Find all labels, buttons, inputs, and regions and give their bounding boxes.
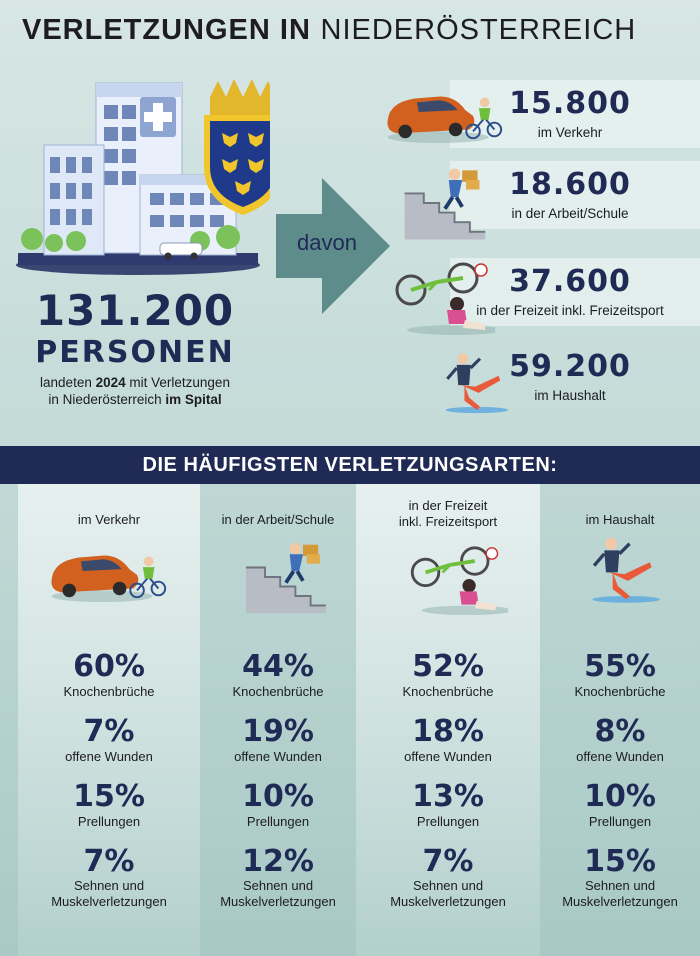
injury-percentage: 12% xyxy=(242,844,314,879)
injury-type-line: Muskelverletzungen xyxy=(390,894,506,909)
bicycle-fall-icon xyxy=(395,262,495,335)
injury-type-line: Prellungen xyxy=(588,814,652,829)
category-value: 18.600 xyxy=(509,167,631,202)
injury-type-line: Muskelverletzungen xyxy=(51,894,167,909)
title-bold: VERLETZUNGEN IN xyxy=(22,14,311,46)
injury-type-line: Prellungen xyxy=(246,814,310,829)
injury-type-label: Knochenbrüche xyxy=(18,684,200,700)
slip-fall-icon xyxy=(445,353,508,414)
injury-type-label: Sehnen und Muskelverletzungen xyxy=(356,878,540,910)
injury-type-label: Sehnen und Muskelverletzungen xyxy=(200,878,356,910)
car-cyclist-icon xyxy=(387,96,503,144)
column-heading-line: im Haushalt xyxy=(585,512,655,527)
injury-percentage: 52% xyxy=(412,649,484,684)
injury-type-line: Sehnen und xyxy=(412,878,484,893)
column-heading-line: in der Freizeit xyxy=(408,498,488,513)
stairs-fall-icon xyxy=(404,168,486,240)
category-label: in der Freizeit inkl. Freizeitsport xyxy=(476,303,664,318)
injury-type-label: offene Wunden xyxy=(356,749,540,765)
injury-percentage: 13% xyxy=(412,779,484,814)
category-label: in der Arbeit/Schule xyxy=(511,206,629,221)
arrow-label: davon xyxy=(297,230,357,255)
injury-type-label: Prellungen xyxy=(18,814,200,830)
injury-percentage: 18% xyxy=(412,714,484,749)
category-row: 37.600 in der Freizeit inkl. Freizeitspor… xyxy=(450,258,700,326)
injury-type-line: Sehnen und xyxy=(242,878,314,893)
injury-type-label: Sehnen und Muskelverletzungen xyxy=(540,878,700,910)
coat-of-arms-icon xyxy=(204,79,270,215)
category-value: 59.200 xyxy=(509,349,631,384)
injury-type-line: Prellungen xyxy=(77,814,141,829)
category-row: 59.200 im Haushalt xyxy=(450,343,700,411)
injury-type-line: offene Wunden xyxy=(65,749,153,764)
injury-type-line: Knochenbrüche xyxy=(574,684,666,699)
injury-column: im Haushalt 55% Knochenbrüche 8% offene Wun… xyxy=(540,484,700,956)
injury-type-label: offene Wunden xyxy=(540,749,700,765)
category-row: 18.600 in der Arbeit/Schule xyxy=(450,161,700,229)
injury-type-label: Knochenbrüche xyxy=(356,684,540,700)
column-heading-line: in der Arbeit/Schule xyxy=(221,512,335,527)
injury-type-label: Prellungen xyxy=(540,814,700,830)
slip-fall-icon xyxy=(592,537,660,603)
injury-type-line: Knochenbrüche xyxy=(402,684,494,699)
hospital-illustration xyxy=(16,79,270,275)
injury-type-label: Knochenbrüche xyxy=(540,684,700,700)
injury-type-line: Knochenbrüche xyxy=(63,684,155,699)
injury-percentage: 19% xyxy=(242,714,314,749)
injury-type-line: Sehnen und xyxy=(73,878,145,893)
injury-type-label: Sehnen und Muskelverletzungen xyxy=(18,878,200,910)
injury-percentage: 60% xyxy=(73,649,145,684)
column-heading-line: im Verkehr xyxy=(77,512,141,527)
injury-type-line: offene Wunden xyxy=(234,749,322,764)
injury-type-line: Knochenbrüche xyxy=(232,684,324,699)
injury-column: in der Arbeit/Schule 44% Knochenbrüche 19%… xyxy=(200,484,356,956)
page-title: VERLETZUNGEN IN NIEDERÖSTERREICH xyxy=(22,14,682,47)
injury-type-label: Prellungen xyxy=(356,814,540,830)
injury-percentage: 7% xyxy=(83,844,135,879)
injury-type-line: Sehnen und xyxy=(584,878,656,893)
injury-type-label: offene Wunden xyxy=(200,749,356,765)
stairs-fall-icon xyxy=(246,542,326,614)
injury-percentage: 7% xyxy=(422,844,474,879)
column-heading: in der Arbeit/Schule xyxy=(200,512,356,528)
injury-type-line: offene Wunden xyxy=(576,749,664,764)
injury-type-line: Muskelverletzungen xyxy=(220,894,336,909)
injury-column: im Verkehr 60% Knochenbrüche 7% offene Wund… xyxy=(18,484,200,956)
injury-percentage: 10% xyxy=(242,779,314,814)
section-banner: DIE HÄUFIGSTEN VERLETZUNGSARTEN: xyxy=(0,446,700,484)
injury-percentage: 44% xyxy=(242,649,314,684)
column-heading: im Verkehr xyxy=(18,512,200,528)
column-heading: im Haushalt xyxy=(540,512,700,528)
injury-type-label: Knochenbrüche xyxy=(200,684,356,700)
column-heading: in der Freizeit inkl. Freizeitsport xyxy=(356,498,540,530)
injury-percentage: 10% xyxy=(584,779,656,814)
injury-percentage: 15% xyxy=(73,779,145,814)
car-cyclist-icon xyxy=(51,555,167,603)
injury-type-label: Prellungen xyxy=(200,814,356,830)
injury-percentage: 8% xyxy=(594,714,646,749)
category-value: 15.800 xyxy=(509,86,631,121)
column-heading-line: inkl. Freizeitsport xyxy=(398,514,498,529)
injury-column: in der Freizeit inkl. Freizeitsport 52% Kn… xyxy=(356,484,540,956)
total-label: PERSONEN xyxy=(35,335,235,370)
injury-type-label: offene Wunden xyxy=(18,749,200,765)
category-value: 37.600 xyxy=(509,264,631,299)
bicycle-fall-icon xyxy=(410,546,508,616)
title-light: NIEDERÖSTERREICH xyxy=(320,14,637,46)
injury-type-line: Prellungen xyxy=(416,814,480,829)
injury-type-line: Muskelverletzungen xyxy=(562,894,678,909)
category-label: im Verkehr xyxy=(537,125,603,140)
arrow-right-icon xyxy=(276,178,390,314)
injury-type-line: offene Wunden xyxy=(404,749,492,764)
injury-percentage: 7% xyxy=(83,714,135,749)
injury-percentage: 15% xyxy=(584,844,656,879)
injury-percentage: 55% xyxy=(584,649,656,684)
category-label: im Haushalt xyxy=(534,388,606,403)
total-description: landeten 2024 mit Verletzungen in Nieder… xyxy=(40,375,230,407)
total-number: 131.200 xyxy=(35,286,235,335)
